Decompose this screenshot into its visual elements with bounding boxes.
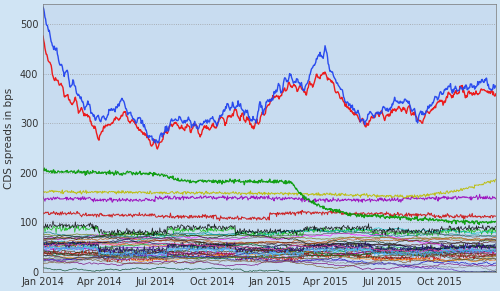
Y-axis label: CDS spreads in bps: CDS spreads in bps [4, 87, 14, 189]
